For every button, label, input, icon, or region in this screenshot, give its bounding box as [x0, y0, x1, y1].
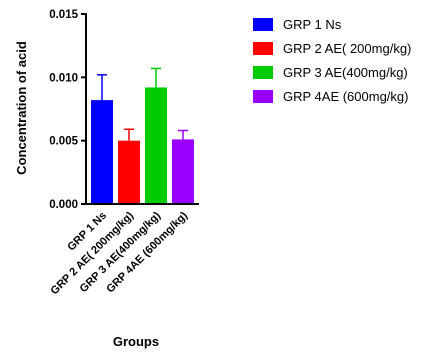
y-tick-label: 0.010 [49, 72, 78, 84]
legend-swatch [253, 18, 273, 31]
legend-swatch [253, 66, 273, 79]
bar [118, 140, 140, 204]
legend-swatch [253, 90, 273, 103]
y-tick-label: 0.005 [49, 136, 78, 148]
bar [172, 139, 194, 204]
legend-label: GRP 3 AE(400mg/kg) [283, 65, 408, 80]
x-axis-label: Groups [113, 334, 159, 349]
bar [91, 100, 113, 204]
legend-label: GRP 4AE (600mg/kg) [283, 89, 408, 104]
legend: GRP 1 Ns GRP 2 AE( 200mg/kg) GRP 3 AE(400m… [253, 17, 411, 104]
y-axis-label: Concentration of acid [14, 41, 29, 175]
legend-swatch [253, 42, 273, 55]
legend-label: GRP 2 AE( 200mg/kg) [283, 41, 411, 56]
y-tick-label: 0.000 [49, 199, 78, 211]
legend-label: GRP 1 Ns [283, 17, 342, 32]
y-tick-label: 0.015 [49, 9, 78, 21]
bar [145, 87, 167, 204]
